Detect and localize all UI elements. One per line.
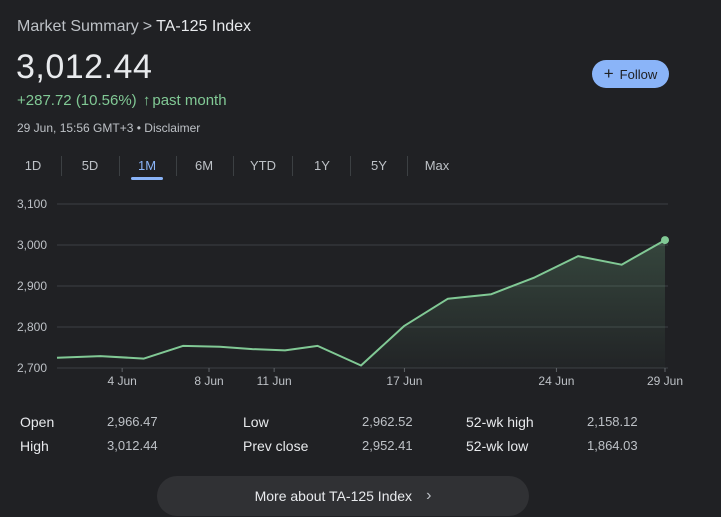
tab-divider — [407, 156, 408, 176]
stat-label-prev-close: Prev close — [243, 438, 309, 454]
breadcrumb-parent[interactable]: Market Summary — [17, 18, 139, 35]
change-period: past month — [152, 92, 227, 109]
y-tick-label: 2,700 — [17, 361, 47, 375]
chevron-right-icon: › — [426, 487, 432, 504]
price-line — [56, 239, 666, 367]
tab-1m[interactable]: 1M — [127, 152, 167, 182]
breadcrumb-separator: > — [142, 18, 153, 35]
stat-value-low: 2,962.52 — [362, 414, 413, 429]
stat-value-open: 2,966.47 — [107, 414, 158, 429]
stat-value-52wk-low: 1,864.03 — [587, 438, 638, 453]
tab-max[interactable]: Max — [424, 158, 450, 173]
stat-label-52wk-high: 52-wk high — [466, 414, 534, 430]
tab-5d[interactable]: 5D — [81, 158, 99, 173]
tab-6m[interactable]: 6M — [194, 158, 214, 173]
y-tick-label: 2,800 — [17, 320, 47, 334]
price-area — [361, 240, 665, 368]
price-chart[interactable]: 3,100 3,000 2,900 2,800 2,700 4 Jun 8 Jun 11 J… — [0, 190, 721, 395]
price-change: +287.72 (10.56%) ↑ past month — [17, 92, 227, 109]
more-about-button[interactable]: More about TA-125 Index › — [157, 476, 529, 516]
tab-1d[interactable]: 1D — [24, 158, 42, 173]
follow-label: Follow — [619, 66, 658, 82]
tab-divider — [233, 156, 234, 176]
change-amount: +287.72 — [17, 92, 72, 109]
current-price: 3,012.44 — [16, 48, 153, 86]
stat-value-52wk-high: 2,158.12 — [587, 414, 638, 429]
stat-label-high: High — [20, 438, 49, 454]
follow-button[interactable]: + Follow — [592, 60, 669, 88]
x-tick-label: 4 Jun — [107, 374, 136, 388]
last-price-point — [661, 236, 669, 245]
tab-divider — [292, 156, 293, 176]
tab-divider — [119, 156, 120, 176]
more-about-label: More about TA-125 Index — [254, 488, 413, 504]
stat-label-52wk-low: 52-wk low — [466, 438, 529, 454]
stat-label-low: Low — [243, 414, 269, 430]
tab-divider — [61, 156, 62, 176]
timestamp-text: 29 Jun, 15:56 GMT+3 — [17, 121, 134, 135]
stat-label-open: Open — [20, 414, 55, 430]
tab-divider — [350, 156, 351, 176]
x-tick-label: 24 Jun — [538, 374, 574, 388]
tab-divider — [176, 156, 177, 176]
tab-ytd[interactable]: YTD — [250, 158, 276, 173]
range-tabs: 1D 5D 1M 6M YTD 1Y 5Y Max — [0, 152, 470, 182]
change-percent: (10.56%) — [75, 92, 137, 109]
timestamp: 29 Jun, 15:56 GMT+3 • Disclaimer — [17, 121, 200, 135]
stat-value-high: 3,012.44 — [107, 438, 158, 453]
x-tick-label: 17 Jun — [386, 374, 422, 388]
arrow-up-icon: ↑ — [142, 92, 151, 109]
timestamp-dot: • — [136, 121, 141, 135]
y-tick-label: 3,000 — [17, 238, 47, 252]
tab-1y[interactable]: 1Y — [314, 158, 330, 173]
stat-value-prev-close: 2,952.41 — [362, 438, 413, 453]
disclaimer-link[interactable]: Disclaimer — [144, 121, 201, 135]
plus-icon: + — [603, 63, 614, 83]
x-tick-label: 29 Jun — [647, 374, 683, 388]
x-tick-label: 11 Jun — [257, 374, 292, 388]
x-tick-label: 8 Jun — [194, 374, 223, 388]
y-tick-label: 2,900 — [17, 279, 47, 293]
breadcrumb: Market Summary > TA-125 Index — [17, 18, 251, 36]
breadcrumb-current: TA-125 Index — [156, 18, 252, 35]
y-tick-label: 3,100 — [17, 197, 47, 211]
tab-5y[interactable]: 5Y — [371, 158, 387, 173]
